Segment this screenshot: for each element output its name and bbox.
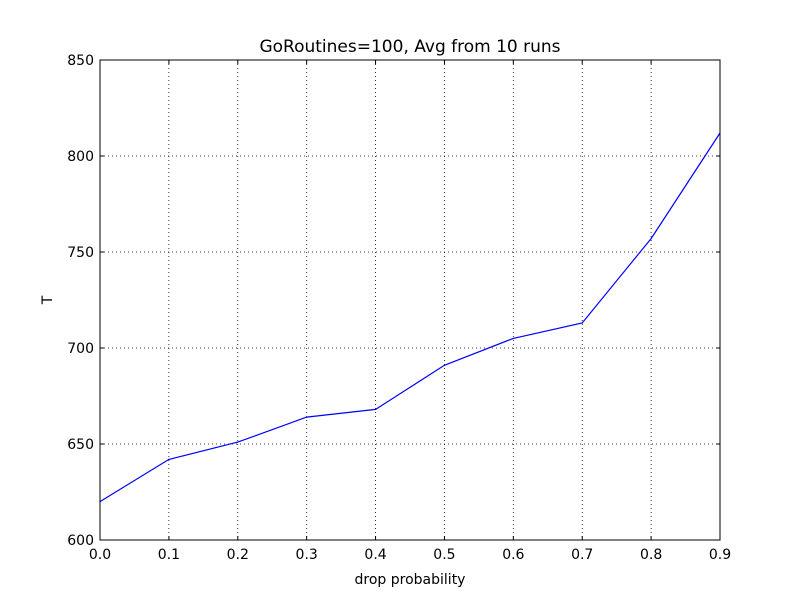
y-tick-label: 650	[67, 437, 94, 453]
data-point	[306, 416, 308, 418]
x-tick-label: 0.6	[502, 547, 524, 563]
data-point	[650, 237, 652, 240]
y-tick-label: 800	[67, 149, 94, 165]
x-tick-label: 0.2	[227, 547, 249, 563]
x-tick-label: 0.3	[296, 547, 318, 563]
data-point	[512, 337, 514, 339]
x-axis-label: drop probability	[355, 572, 466, 588]
y-axis-label: T	[40, 295, 56, 305]
x-tick-label: 0.5	[433, 547, 455, 563]
chart-title: GoRoutines=100, Avg from 10 runs	[259, 37, 560, 57]
plot-frame	[99, 59, 721, 541]
x-tick-label: 0.4	[364, 547, 386, 563]
axis-ticks: 0.0 0.1 0.2 0.3 0.4 0.5 0.6 0.7 0.8 0.9 600 650 700 7…	[67, 53, 731, 563]
y-tick-label: 600	[67, 533, 94, 549]
x-tick-label: 0.8	[640, 547, 662, 563]
data-point	[374, 408, 377, 411]
data-point	[237, 441, 239, 443]
y-tick-label: 700	[67, 341, 94, 357]
data-point	[581, 322, 583, 324]
x-tick-label: 0.9	[709, 547, 731, 563]
x-tick-label: 0.1	[158, 547, 180, 563]
y-tick-label: 750	[67, 245, 94, 261]
y-tick-label: 850	[67, 53, 94, 69]
data-point	[443, 364, 446, 366]
x-tick-label: 0.0	[89, 547, 111, 563]
series-line	[99, 132, 721, 503]
x-tick-label: 0.7	[571, 547, 593, 563]
data-point	[168, 458, 170, 460]
